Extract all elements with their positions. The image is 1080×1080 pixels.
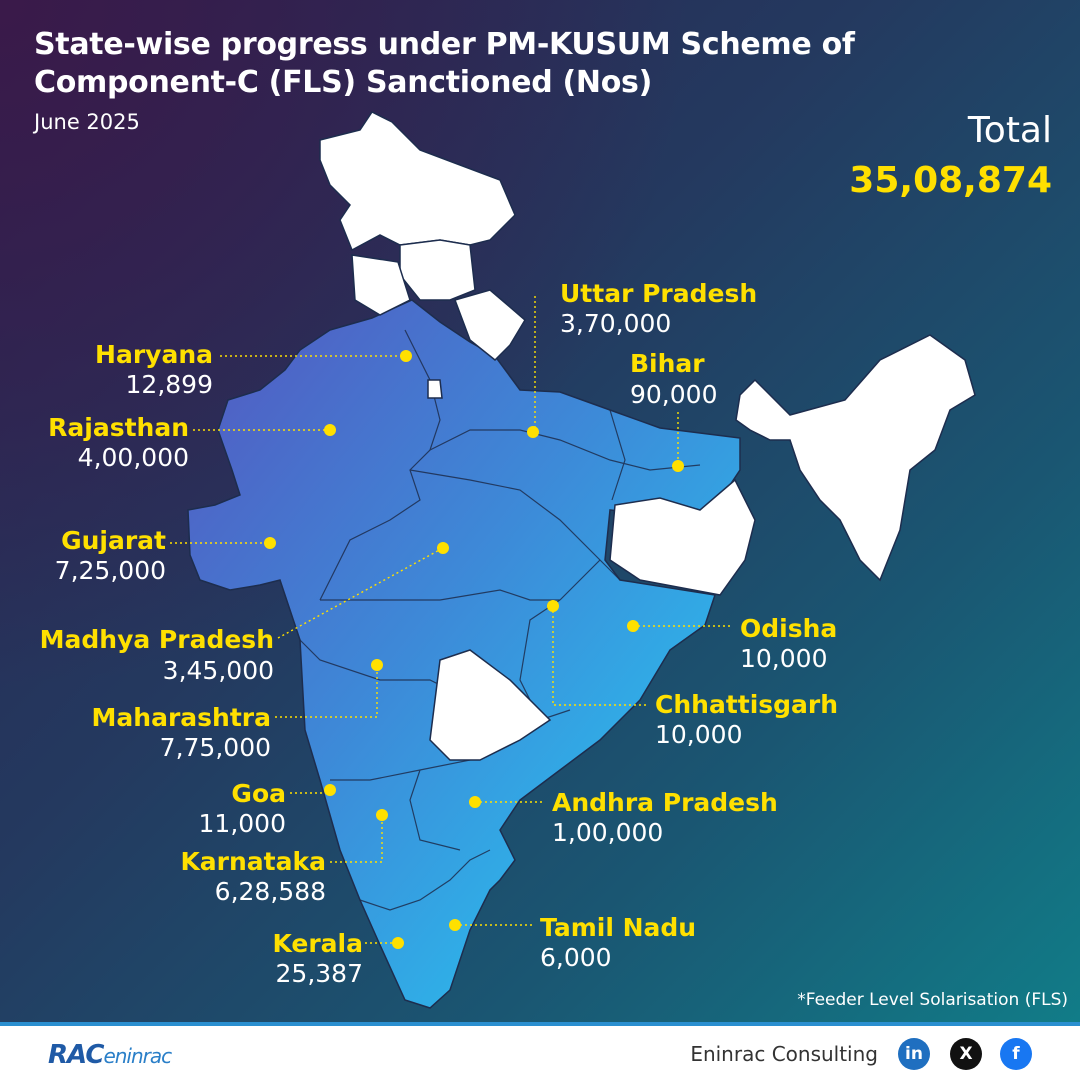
marker-kerala[interactable]: [392, 937, 404, 949]
label-andhra-pradesh-value: 1,00,000: [552, 818, 664, 847]
logo-main: RAC: [48, 1040, 104, 1070]
label-chhattisgarh-name: Chhattisgarh: [655, 690, 839, 719]
total-label: Total: [967, 110, 1052, 151]
label-tamil-nadu-name: Tamil Nadu: [540, 913, 697, 942]
eninrac-logo[interactable]: RACeninrac: [48, 1040, 172, 1070]
report-date: June 2025: [34, 110, 140, 134]
label-andhra-pradesh-name: Andhra Pradesh: [552, 788, 778, 817]
marker-rajasthan[interactable]: [324, 424, 336, 436]
label-rajasthan-name: Rajasthan: [48, 413, 189, 442]
marker-gujarat[interactable]: [264, 537, 276, 549]
label-gujarat-value: 7,25,000: [54, 556, 166, 585]
marker-bihar[interactable]: [672, 460, 684, 472]
marker-uttar-pradesh[interactable]: [527, 426, 539, 438]
marker-chhattisgarh[interactable]: [547, 600, 559, 612]
non-reporting-regions: [319, 111, 976, 761]
punjab-shape: [351, 254, 411, 316]
label-odisha-value: 10,000: [740, 644, 828, 673]
marker-maharashtra[interactable]: [371, 659, 383, 671]
telangana-shape: [429, 649, 552, 761]
label-goa-name: Goa: [231, 779, 286, 808]
label-kerala-value: 25,387: [275, 959, 363, 988]
label-maharashtra-name: Maharashtra: [91, 703, 271, 732]
marker-karnataka[interactable]: [376, 809, 388, 821]
page-title: State-wise progress under PM-KUSUM Schem…: [34, 27, 855, 100]
label-tamil-nadu-value: 6,000: [540, 943, 612, 972]
label-karnataka-value: 6,28,588: [214, 877, 326, 906]
northeast-shape: [735, 334, 976, 582]
label-bihar-name: Bihar: [630, 349, 705, 378]
marker-tamil-nadu[interactable]: [449, 919, 461, 931]
marker-goa[interactable]: [324, 784, 336, 796]
label-bihar-value: 90,000: [630, 380, 718, 409]
label-odisha-name: Odisha: [740, 614, 838, 643]
label-maharashtra-value: 7,75,000: [159, 733, 271, 762]
linkedin-icon[interactable]: in: [898, 1038, 930, 1070]
logo-sub: eninrac: [103, 1044, 172, 1068]
jharkhand-west-bengal-shape: [609, 478, 756, 596]
label-rajasthan-value: 4,00,000: [77, 443, 189, 472]
label-uttar-pradesh-name: Uttar Pradesh: [560, 279, 758, 308]
marker-andhra-pradesh[interactable]: [469, 796, 481, 808]
x-icon[interactable]: X: [950, 1038, 982, 1070]
label-chhattisgarh-value: 10,000: [655, 720, 743, 749]
uttarakhand-shape: [454, 289, 526, 362]
delhi-shape: [427, 379, 443, 399]
label-goa-value: 11,000: [198, 809, 286, 838]
label-haryana-name: Haryana: [95, 340, 213, 369]
label-haryana-value: 12,899: [125, 370, 213, 399]
label-madhya-pradesh-name: Madhya Pradesh: [39, 625, 274, 654]
marker-haryana[interactable]: [400, 350, 412, 362]
marker-madhya-pradesh[interactable]: [437, 542, 449, 554]
label-madhya-pradesh-value: 3,45,000: [162, 656, 274, 685]
label-karnataka-name: Karnataka: [180, 847, 326, 876]
marker-odisha[interactable]: [627, 620, 639, 632]
leader-lines: [170, 296, 733, 944]
company-name: Eninrac Consulting: [690, 1042, 878, 1066]
facebook-icon[interactable]: f: [1000, 1038, 1032, 1070]
footer-bar: RACeninrac Eninrac Consulting in X f: [0, 1022, 1080, 1080]
footnote: *Feeder Level Solarisation (FLS): [797, 990, 1068, 1010]
label-gujarat-name: Gujarat: [61, 526, 166, 555]
label-kerala-name: Kerala: [272, 929, 363, 958]
label-uttar-pradesh-value: 3,70,000: [560, 309, 672, 338]
total-value: 35,08,874: [849, 160, 1052, 201]
